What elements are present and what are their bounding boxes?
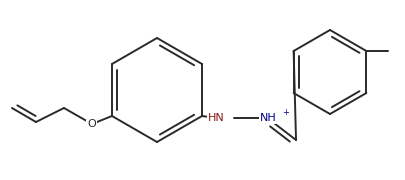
- Text: NH: NH: [260, 113, 276, 123]
- Text: +: +: [282, 107, 289, 116]
- Text: O: O: [87, 119, 96, 129]
- Text: HN: HN: [208, 113, 224, 123]
